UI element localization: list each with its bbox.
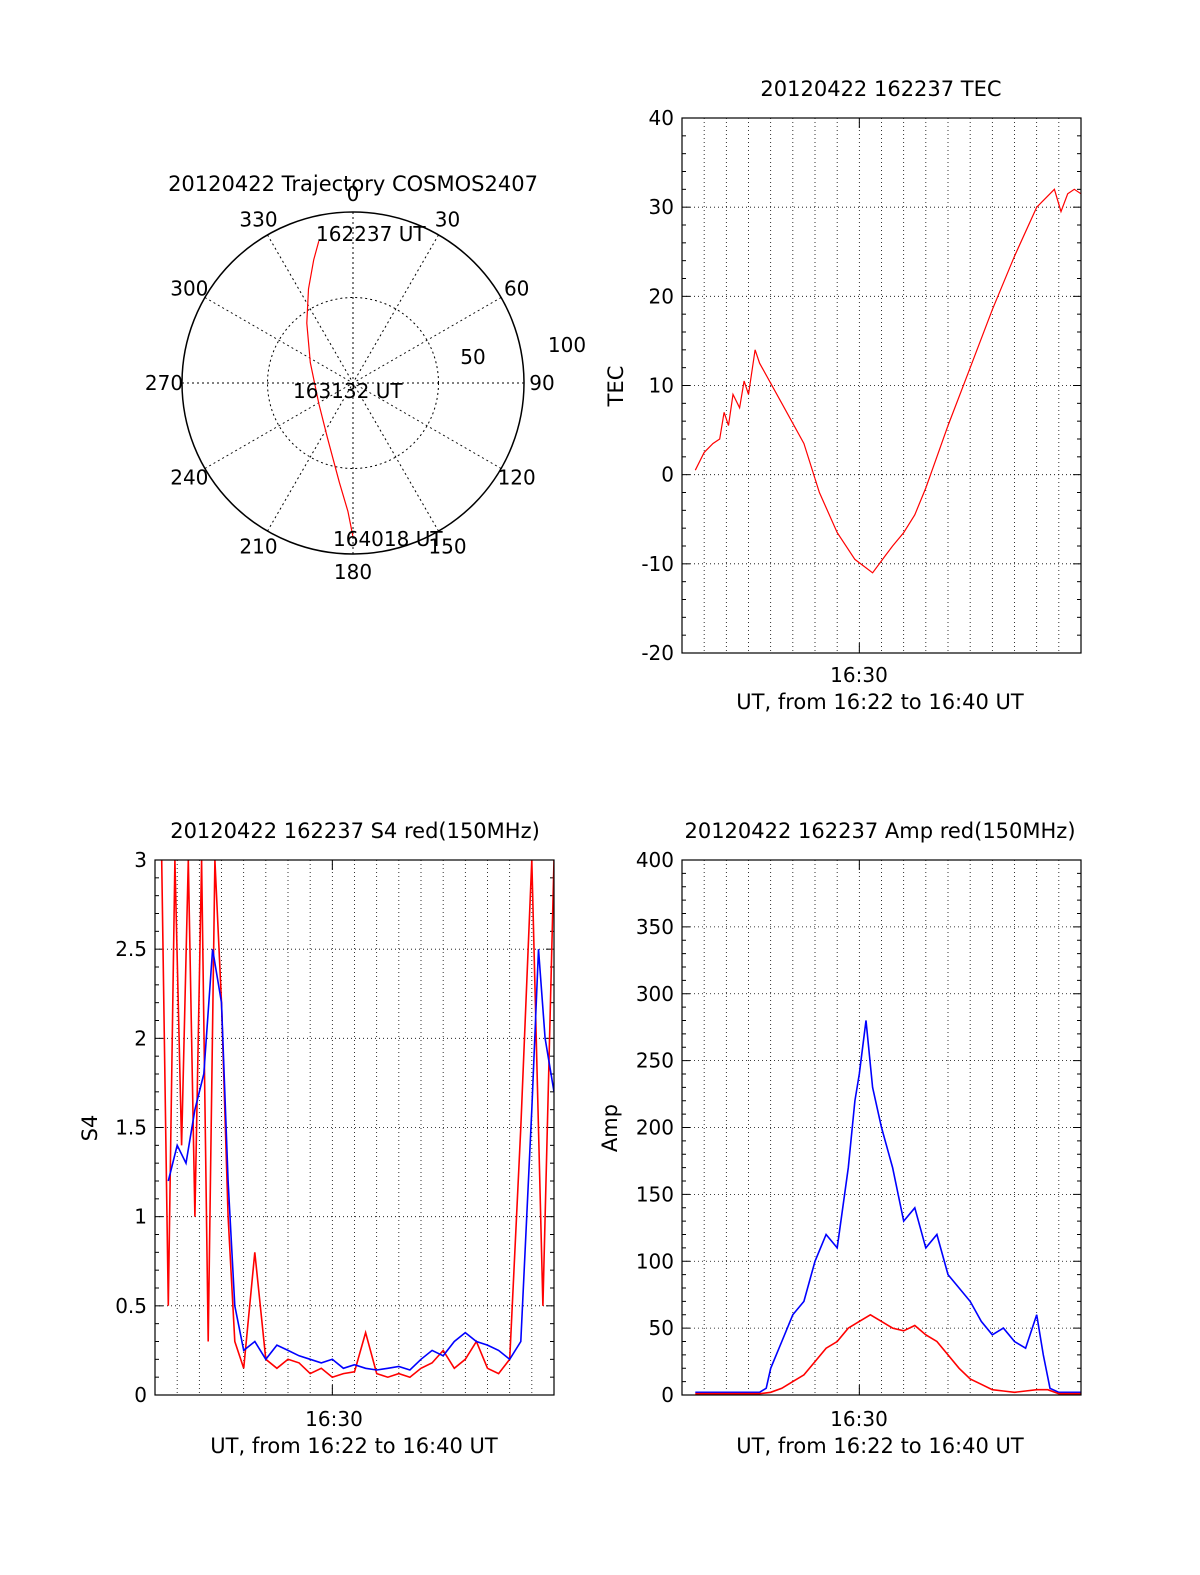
s4-y-tick-label: 0 [134, 1383, 147, 1407]
s4-y-tick-label: 1.5 [115, 1116, 147, 1140]
amp-x-axis-label: UT, from 16:22 to 16:40 UT [736, 1434, 1024, 1458]
polar-trajectory-line [306, 240, 354, 538]
amp-series-blue [695, 1020, 1081, 1394]
polar-angle-label: 270 [145, 371, 183, 395]
tec-x-tick-label: 16:30 [830, 663, 888, 687]
amp-y-tick-label: 200 [636, 1116, 674, 1140]
polar-chart-title: 20120422 Trajectory COSMOS2407 [168, 172, 538, 196]
amp-series-red [695, 1313, 1081, 1395]
polar-radius-label-100: 100 [548, 333, 586, 357]
polar-angle-label: 300 [170, 277, 208, 301]
polar-angle-label: 60 [504, 277, 529, 301]
s4-chart-title: 20120422 162237 S4 red(150MHz) [170, 819, 540, 843]
polar-annotation-start: 162237 UT [316, 222, 426, 246]
s4-y-tick-label: 3 [134, 848, 147, 872]
tec-x-axis-label: UT, from 16:22 to 16:40 UT [736, 690, 1024, 714]
polar-angle-label: 0 [347, 182, 360, 206]
amp-y-tick-label: 300 [636, 982, 674, 1006]
tec-plot-frame [681, 117, 1082, 654]
s4-chart: 20120422 162237 S4 red(150MHz) S4 16:30 … [78, 819, 555, 1458]
polar-annotation-end: 164018 UT [333, 527, 443, 551]
polar-angle-label: 150 [428, 535, 466, 559]
polar-grid [182, 212, 524, 554]
s4-y-tick-label: 2 [134, 1026, 147, 1050]
polar-angle-label: 330 [239, 207, 277, 231]
polar-spoke [267, 234, 439, 532]
tec-chart: 20120422 162237 TEC TEC 16:30 UT, from 1… [604, 77, 1082, 714]
polar-radius-label-50: 50 [460, 345, 485, 369]
polar-angle-label: 210 [239, 535, 277, 559]
amp-y-tick-label: 0 [661, 1383, 674, 1407]
s4-x-axis-label: UT, from 16:22 to 16:40 UT [210, 1434, 498, 1458]
s4-y-axis-label: S4 [78, 1115, 102, 1142]
amp-y-axis-label: Amp [598, 1104, 622, 1152]
tec-y-tick-label: 30 [649, 195, 674, 219]
s4-y-tick-label: 1 [134, 1205, 147, 1229]
polar-angle-label: 240 [170, 466, 208, 490]
tec-series-red [694, 188, 1081, 574]
s4-series-red [160, 860, 554, 1379]
polar-angle-label: 120 [498, 466, 536, 490]
amp-x-tick-label: 16:30 [830, 1407, 888, 1431]
tec-chart-title: 20120422 162237 TEC [760, 77, 1001, 101]
amp-chart: 20120422 162237 Amp red(150MHz) Amp 16:3… [598, 819, 1082, 1458]
polar-annotation-middle: 163132 UT [293, 379, 403, 403]
tec-y-tick-label: 20 [649, 284, 674, 308]
s4-x-tick-label: 16:30 [305, 1407, 363, 1431]
amp-y-tick-label: 350 [636, 915, 674, 939]
tec-y-tick-label: -20 [641, 641, 674, 665]
polar-angle-label: 30 [435, 207, 460, 231]
s4-y-tick-label: 2.5 [115, 937, 147, 961]
s4-y-tick-label: 0.5 [115, 1294, 147, 1318]
tec-y-tick-label: 40 [649, 106, 674, 130]
amp-y-tick-label: 50 [649, 1316, 674, 1340]
amp-y-tick-label: 400 [636, 848, 674, 872]
amp-y-tick-label: 150 [636, 1182, 674, 1206]
amp-y-tick-label: 100 [636, 1249, 674, 1273]
tec-y-tick-label: 0 [661, 463, 674, 487]
tec-y-tick-label: -10 [641, 552, 674, 576]
amp-chart-title: 20120422 162237 Amp red(150MHz) [684, 819, 1075, 843]
polar-angle-label: 180 [334, 560, 372, 584]
tec-y-tick-label: 10 [649, 374, 674, 398]
tec-y-axis-label: TEC [604, 366, 628, 408]
polar-angle-label: 90 [529, 371, 554, 395]
amp-y-tick-label: 250 [636, 1049, 674, 1073]
s4-series-blue [167, 949, 554, 1371]
polar-angle-labels: 0 30 60 90 120 150 180 210 240 270 300 330 [145, 182, 555, 584]
amp-plot-frame [681, 859, 1082, 1396]
s4-plot-frame [154, 859, 555, 1396]
polar-trajectory-chart: 20120422 Trajectory COSMOS2407 0 30 60 90 12… [145, 172, 586, 584]
